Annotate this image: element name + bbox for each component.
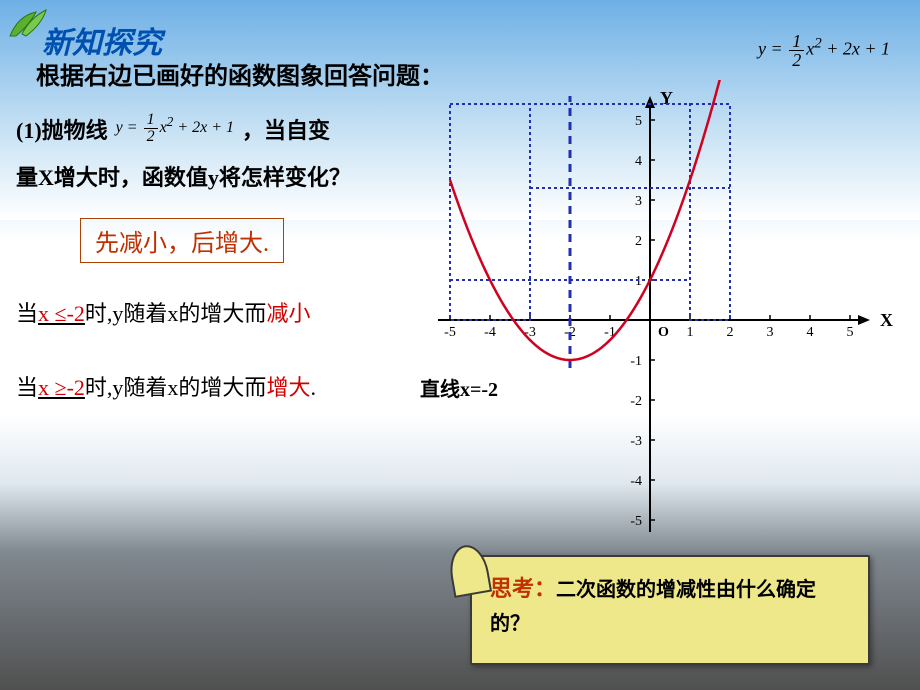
stmt1-d: 减小	[266, 301, 310, 326]
svg-text:-4: -4	[484, 325, 496, 340]
instruction-line: 根据右边已画好的函数图象回答问题：	[36, 56, 444, 91]
svg-text:2: 2	[727, 325, 734, 340]
stmt2-a: 当	[16, 375, 38, 400]
statement-1: 当x ≤-2时,y随着x的增大而减小	[16, 296, 310, 328]
svg-text:5: 5	[635, 114, 642, 129]
svg-text:3: 3	[635, 194, 642, 209]
stmt1-a: 当	[16, 301, 38, 326]
question-1-row: (1)抛物线 y = 12x2 + 2x + 1 ，当自变	[16, 112, 330, 145]
svg-text:-3: -3	[630, 434, 642, 449]
stmt1-c: 时,y随着x的增大而	[85, 301, 267, 326]
stmt2-d: 增大	[266, 375, 310, 400]
thinking-box: 思考：二次函数的增减性由什么确定的？	[470, 555, 870, 665]
svg-text:-3: -3	[524, 325, 536, 340]
statement-2: 当x ≥-2时,y随着x的增大而增大.	[16, 370, 316, 402]
q1-prefix: (1)抛物线	[16, 113, 108, 145]
stmt1-cond: x ≤-2	[38, 301, 85, 326]
svg-text:-5: -5	[444, 325, 456, 340]
svg-text:-1: -1	[604, 325, 616, 340]
svg-text:1: 1	[635, 274, 642, 289]
svg-text:X: X	[880, 310, 893, 330]
svg-text:4: 4	[635, 154, 642, 169]
parabola-chart: -5-4-3-2-112345-5-4-3-2-112345XYO	[432, 80, 902, 560]
stmt2-e: .	[310, 375, 316, 400]
answer-box: 先减小，后增大.	[80, 218, 284, 263]
svg-text:-4: -4	[630, 474, 642, 489]
svg-text:O: O	[658, 325, 669, 340]
svg-text:4: 4	[807, 325, 814, 340]
stmt2-c: 时,y随着x的增大而	[85, 375, 267, 400]
svg-text:-1: -1	[630, 354, 642, 369]
svg-text:-5: -5	[630, 514, 642, 529]
formula-main: y = 12x2 + 2x + 1	[758, 32, 890, 69]
svg-text:2: 2	[635, 234, 642, 249]
svg-text:3: 3	[767, 325, 774, 340]
stmt2-cond: x ≥-2	[38, 375, 85, 400]
svg-text:5: 5	[847, 325, 854, 340]
question-1-cont: 量X增大时，函数值y将怎样变化？	[16, 160, 351, 192]
svg-text:-2: -2	[630, 394, 642, 409]
formula-inline: y = 12x2 + 2x + 1	[116, 112, 234, 145]
symmetry-line-label: 直线x=-2	[420, 373, 498, 402]
svg-text:1: 1	[687, 325, 694, 340]
chart-svg: -5-4-3-2-112345-5-4-3-2-112345XYO	[432, 80, 902, 560]
thinking-title: 思考：	[490, 576, 556, 601]
q1-suffix: ，当自变	[242, 113, 330, 145]
